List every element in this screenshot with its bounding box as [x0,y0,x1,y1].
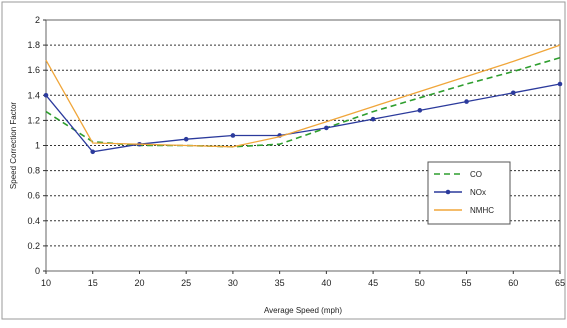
y-tick-label: 0.6 [27,191,40,201]
x-tick-label: 40 [321,278,331,288]
y-tick-label: 1.4 [27,90,40,100]
series-line-nmhc [45,44,561,148]
y-tick-label: 1.8 [27,40,40,50]
legend-marker-nox [445,189,451,195]
data-point-nox [417,108,423,113]
y-tick-label: 0.4 [27,216,40,226]
x-tick-label: 30 [228,278,238,288]
series-line-nox [45,83,561,153]
y-tick-label: 0.8 [27,166,40,176]
x-tick-label: 50 [415,278,425,288]
legend-label-nox: NOx [470,188,486,197]
data-point-nox [230,133,236,138]
x-tick-label: 45 [368,278,378,288]
x-tick-label: 35 [275,278,285,288]
legend: CO NOx NMHC [427,161,511,225]
data-point-nox [557,81,563,87]
y-tick-label: 0.2 [27,241,40,251]
data-point-nox [90,149,96,155]
y-tick-label: 1.2 [27,115,40,125]
legend-label-co: CO [470,170,482,179]
y-tick-label: 0 [35,266,40,276]
data-point-nox [324,125,329,131]
series-lines [43,44,563,155]
y-tick-label: 2 [35,15,40,25]
y-tick-label: 1 [35,141,40,151]
y-tick-label: 1.6 [27,65,40,75]
data-point-nox [464,99,469,104]
x-tick-label: 10 [41,278,51,288]
x-tick-label: 25 [181,278,191,288]
data-point-nox [183,136,189,142]
x-tick-label: 20 [134,278,144,288]
data-point-nox [510,90,516,96]
x-tick-label: 60 [508,278,518,288]
axes: 0 0.2 0.4 0.6 0.8 1 1.2 1.4 1.6 1.8 2 10 15 20 25 30 35 4… [27,15,565,288]
data-point-nox [43,93,49,98]
x-tick-label: 15 [88,278,98,288]
x-axis-title: Average Speed (mph) [264,306,342,315]
legend-box [427,161,511,225]
data-point-nox [370,116,376,122]
legend-label-nmhc: NMHC [470,206,494,215]
y-axis-title: Speed Correction Factor [9,102,18,189]
x-tick-label: 65 [555,278,565,288]
x-tick-label: 55 [462,278,472,288]
